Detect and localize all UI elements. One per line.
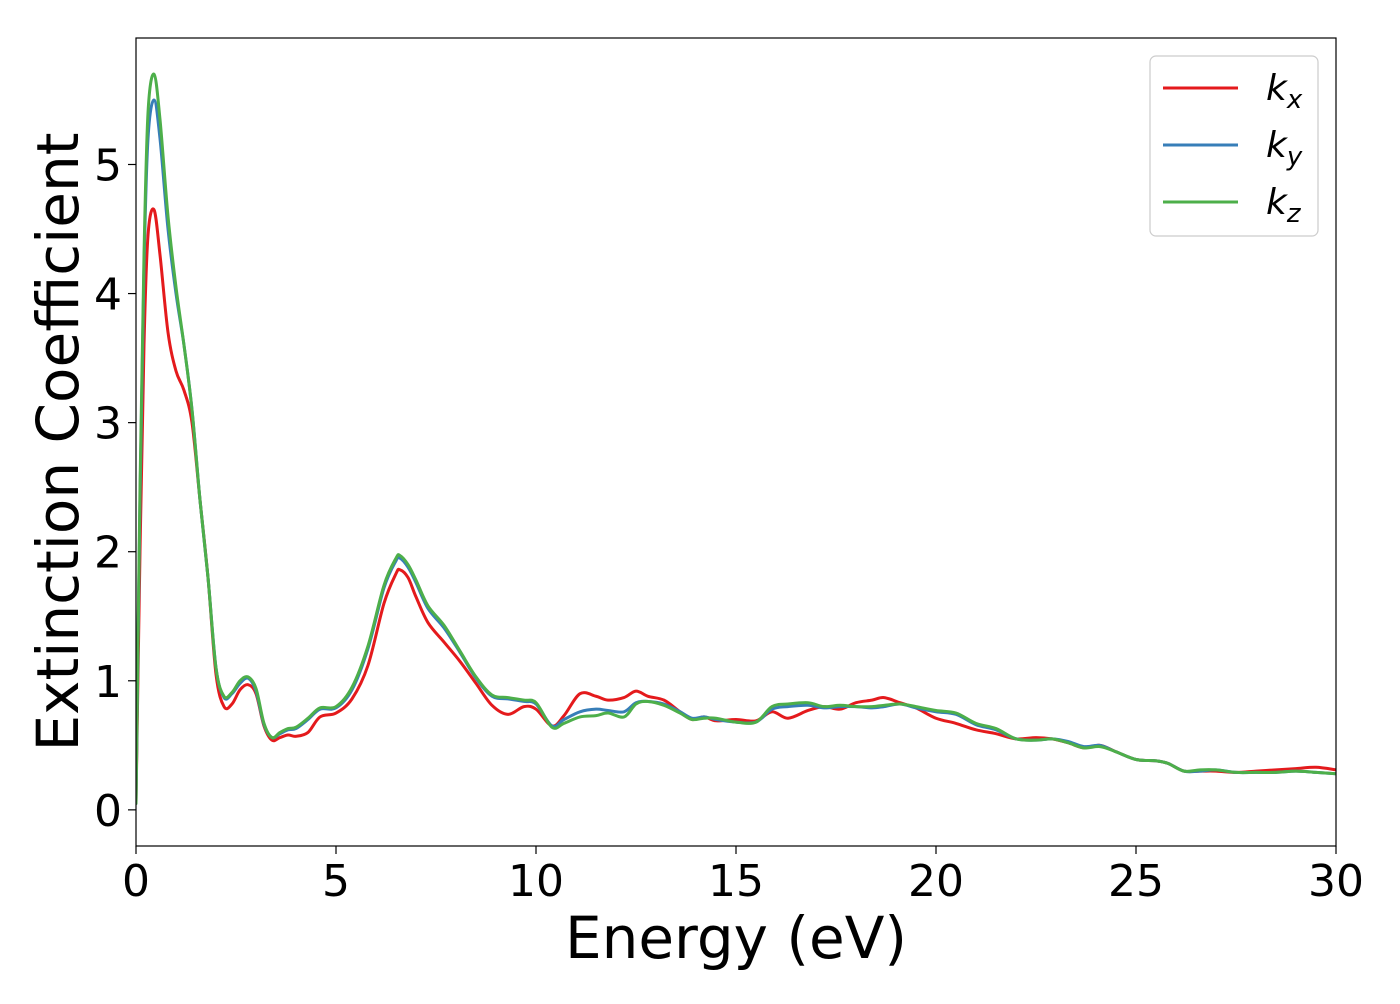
x-tick-label: 20 bbox=[908, 856, 964, 907]
series-layer bbox=[136, 72, 1336, 805]
x-axis-label: Energy (eV) bbox=[565, 904, 907, 972]
series-line-kx bbox=[136, 207, 1336, 805]
y-tick-label: 0 bbox=[94, 786, 122, 837]
y-tick-label: 3 bbox=[94, 399, 122, 450]
x-tick-label: 10 bbox=[508, 856, 564, 907]
x-axis-ticks: 0 5 10 15 20 25 30 bbox=[122, 846, 1364, 907]
x-tick-label: 5 bbox=[322, 856, 350, 907]
legend-entries: kx ky kz bbox=[1163, 68, 1303, 229]
x-tick-label: 0 bbox=[122, 856, 150, 907]
y-tick-label: 1 bbox=[94, 657, 122, 708]
x-tick-label: 25 bbox=[1108, 856, 1164, 907]
x-tick-label: 15 bbox=[708, 856, 764, 907]
x-tick-label: 30 bbox=[1308, 856, 1364, 907]
y-tick-label: 2 bbox=[94, 528, 122, 579]
y-tick-label: 4 bbox=[94, 270, 122, 321]
y-tick-label: 5 bbox=[94, 140, 122, 191]
legend-label: kx bbox=[1266, 68, 1303, 115]
series-line-kz bbox=[136, 72, 1336, 805]
legend-label: kz bbox=[1266, 182, 1302, 229]
y-axis-ticks: 0 1 2 3 4 5 bbox=[94, 140, 136, 837]
legend-label: ky bbox=[1266, 125, 1303, 172]
y-axis-label: Extinction Coefficient bbox=[24, 133, 92, 752]
legend: kx ky kz bbox=[1149, 55, 1319, 237]
